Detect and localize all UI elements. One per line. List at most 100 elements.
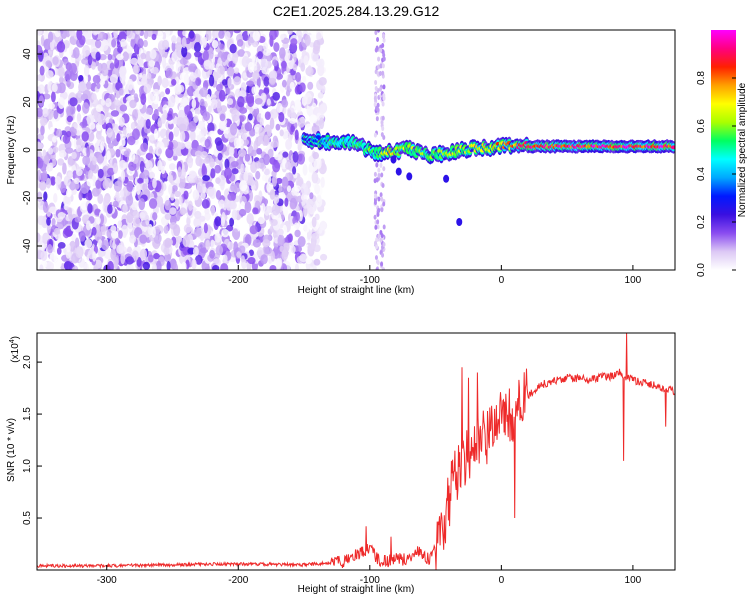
spectrogram-x-axis: -300 -200 -100 0 100 <box>97 265 642 286</box>
spectrogram-cell <box>92 74 101 84</box>
spectrogram-cell <box>254 126 260 138</box>
spectrogram-cell <box>260 254 268 265</box>
spectrogram-cell <box>52 158 57 167</box>
spectrogram-cell <box>184 104 191 115</box>
spectrogram-cell <box>107 142 114 149</box>
spectrogram-cell <box>210 168 216 179</box>
spectrogram-cell <box>219 113 226 122</box>
spectrogram-cell <box>132 217 141 228</box>
spectrogram-cell <box>220 105 227 113</box>
spectrogram-cell <box>377 64 381 70</box>
spectrogram-cell <box>262 239 271 248</box>
spectrogram-cell <box>215 190 222 200</box>
spectrogram-cell <box>53 109 59 120</box>
spectrogram-cell <box>165 113 173 121</box>
spectrogram-cell <box>286 122 292 132</box>
spectrogram-cell <box>190 129 196 142</box>
spectrogram-cell <box>311 171 319 184</box>
spectrogram-cell <box>274 154 283 161</box>
spectrogram-cell <box>239 180 248 192</box>
spectrogram-cell <box>297 117 306 128</box>
spectrogram-cell <box>57 242 66 249</box>
spectrogram-cell <box>294 263 300 270</box>
spectrogram-cell <box>115 53 124 61</box>
spectrogram-cell <box>38 180 47 191</box>
spectrogram-cell <box>225 87 231 95</box>
spectrogram-cell <box>120 38 127 47</box>
spectrogram-cell <box>230 160 239 168</box>
spectrogram-cell <box>132 128 140 141</box>
spectrogram-cell <box>379 86 383 92</box>
spectrogram-cell <box>107 167 115 176</box>
spectrogram-x-label: Height of straight line (km) <box>298 285 415 296</box>
spectrogram-cell <box>237 148 247 157</box>
spectrogram-x-tick-label: 0 <box>499 275 505 286</box>
spectrogram-cell <box>122 204 128 213</box>
spectrogram-cell <box>43 155 50 165</box>
spectrogram-cell <box>269 70 278 80</box>
spectrogram-cell <box>231 168 239 175</box>
spectrogram-cell <box>247 96 255 108</box>
spectrogram-cell <box>174 83 182 95</box>
spectrogram-cell <box>257 216 265 225</box>
snr-line <box>37 333 675 570</box>
spectrogram-cell <box>51 136 57 143</box>
spectrogram-cell <box>195 77 202 87</box>
spectrogram-cell <box>240 255 245 263</box>
spectrogram-cell <box>281 249 289 261</box>
spectrogram-cell <box>37 45 43 55</box>
spectrogram-cell <box>239 245 246 254</box>
spectrogram-cell <box>95 130 102 140</box>
spectrogram-cell <box>274 194 280 204</box>
spectrogram-cell <box>65 249 71 259</box>
snr-y-tick-label: 0.5 <box>22 511 33 525</box>
spectrogram-cell <box>183 182 192 190</box>
spectrogram-cell <box>210 94 217 101</box>
spectrogram-cell <box>119 104 128 112</box>
spectrogram-ridge-cell <box>395 167 402 176</box>
spectrogram-cell <box>212 265 220 270</box>
spectrogram-cell <box>226 66 235 77</box>
spectrogram-cell <box>166 260 171 270</box>
spectrogram-y-tick-label: 20 <box>22 96 33 108</box>
spectrogram-cell <box>162 109 168 121</box>
spectrogram-cell <box>269 189 276 200</box>
spectrogram-cell <box>69 180 76 191</box>
spectrogram-cell <box>152 66 159 75</box>
spectrogram-cell <box>45 60 52 68</box>
spectrogram-cell <box>373 200 377 206</box>
spectrogram-cell <box>192 189 200 201</box>
spectrogram-cell <box>381 252 385 258</box>
spectrogram-cell <box>297 153 303 162</box>
spectrogram-cell <box>64 69 72 81</box>
snr-scale-exponent: 4 <box>9 339 16 343</box>
snr-series <box>37 333 675 570</box>
spectrogram-cell <box>264 205 270 216</box>
spectrogram-cell <box>377 56 381 62</box>
spectrogram-cell <box>294 229 301 238</box>
spectrogram-cell <box>301 199 310 209</box>
spectrogram-cell <box>37 142 44 150</box>
spectrogram-cell <box>168 95 176 108</box>
spectrogram-cell <box>38 84 45 94</box>
spectrogram-cell <box>73 122 78 129</box>
spectrogram-cell <box>309 114 318 124</box>
spectrogram-cell <box>260 202 266 213</box>
spectrogram-y-tick-label: -40 <box>22 238 33 253</box>
spectrogram-cell <box>168 163 176 171</box>
spectrogram-cell <box>246 213 254 225</box>
spectrogram-cell <box>275 73 284 80</box>
spectrogram-cell <box>87 54 93 66</box>
spectrogram-cell <box>381 70 385 76</box>
spectrogram-cell <box>182 30 187 37</box>
spectrogram-cell <box>171 79 177 86</box>
spectrogram-cell <box>220 216 226 227</box>
spectrogram-cell <box>202 38 207 48</box>
spectrogram-cell <box>374 85 378 91</box>
spectrogram-cell <box>52 146 59 154</box>
spectrogram-cell <box>176 235 183 243</box>
spectrogram-cell <box>92 156 97 166</box>
spectrogram-cell <box>307 243 316 251</box>
spectrogram-ridge-cell <box>456 218 463 226</box>
spectrogram-cell <box>43 191 48 201</box>
